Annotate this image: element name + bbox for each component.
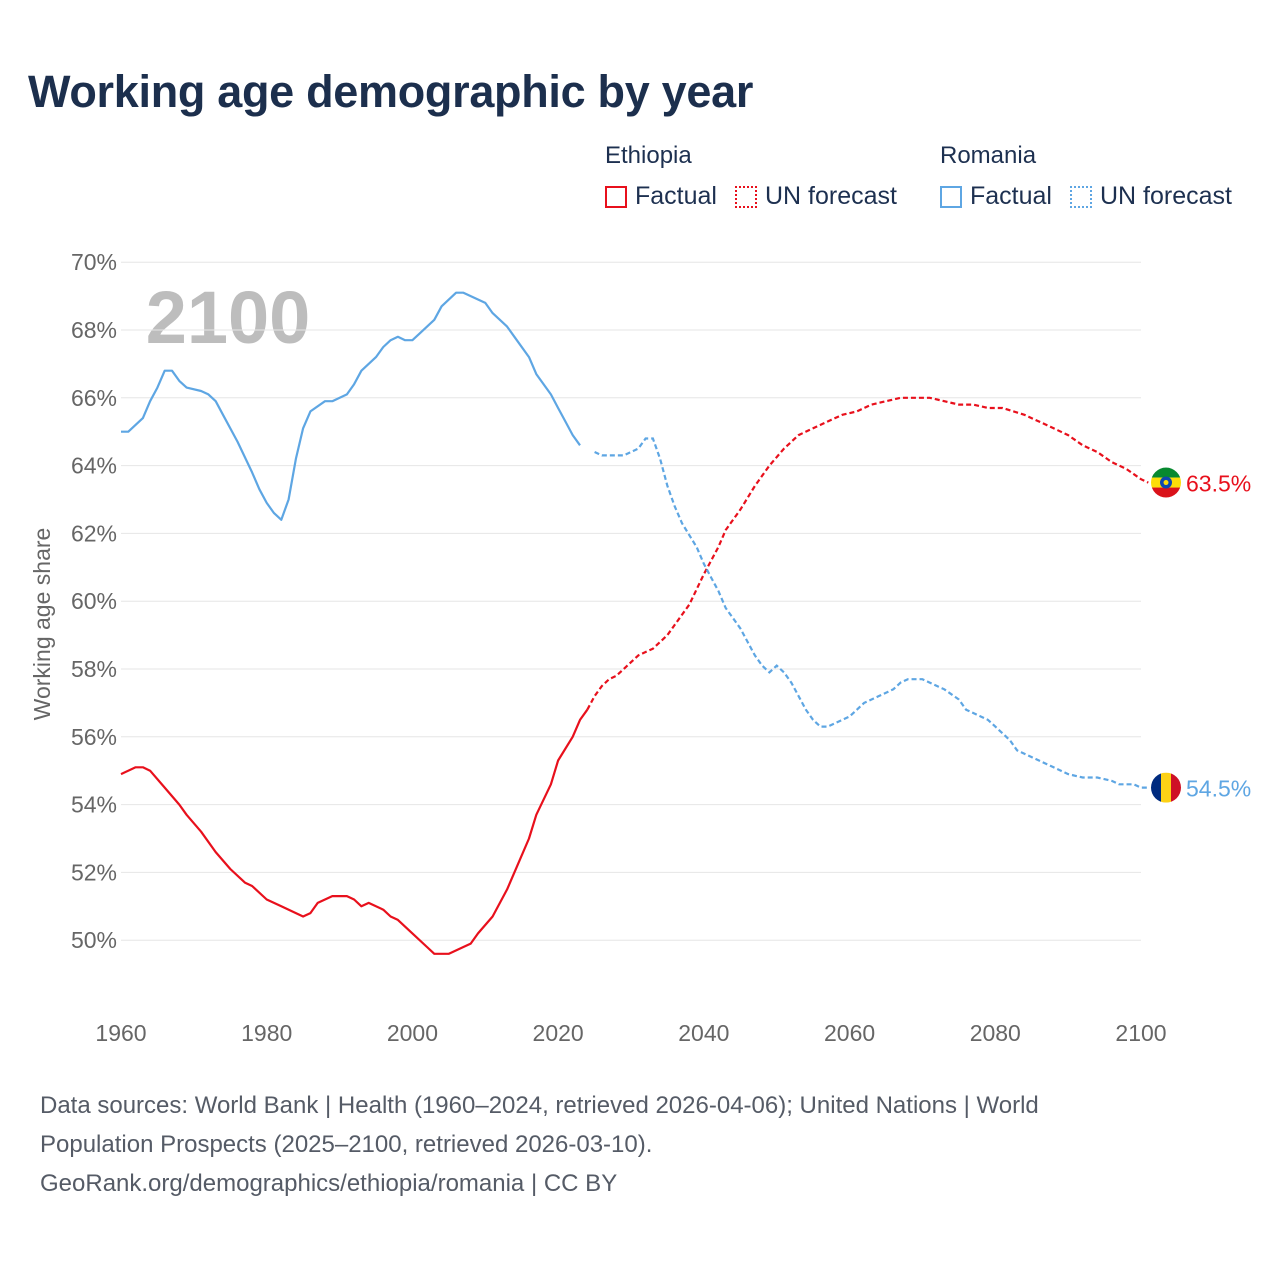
x-tick-label: 2080 — [970, 1020, 1021, 1046]
line-chart: 2100 50% 52% 54% 56% 58% 60% 62% 64% 66% 68% 70% 196… — [29, 249, 1251, 1046]
legend-country-romania: Romania — [940, 142, 1037, 169]
y-tick-label: 52% — [71, 859, 117, 885]
y-tick-label: 68% — [71, 317, 117, 343]
ethiopia-factual-swatch — [605, 185, 627, 208]
romania-end-label: 54.5% — [1186, 776, 1251, 802]
legend-romania-forecast-label: UN forecast — [1099, 182, 1232, 210]
y-tick-label: 64% — [71, 453, 117, 479]
page-title: Working age demographic by year — [28, 66, 754, 117]
x-tick-label: 2100 — [1115, 1020, 1166, 1046]
y-tick-label: 66% — [71, 385, 117, 411]
footer-credit[interactable]: GeoRank.org/demographics/ethiopia/romani… — [40, 1170, 618, 1197]
x-tick-label: 2000 — [387, 1020, 438, 1046]
romania-flag — [1151, 772, 1181, 803]
legend-ethiopia-factual-label: Factual — [635, 182, 717, 210]
legend-romania-factual[interactable]: Factual — [940, 182, 1052, 211]
ethiopia-factual-line — [120, 709, 589, 955]
y-tick-label: 62% — [71, 520, 117, 546]
footer-sources-line1: Data sources: World Bank | Health (1960–… — [40, 1092, 1039, 1119]
ethiopia-flag — [1151, 467, 1181, 498]
y-tick-label: 60% — [71, 588, 117, 614]
y-tick-label: 70% — [71, 249, 117, 275]
x-tick-label: 2040 — [678, 1020, 729, 1046]
footer: Data sources: World Bank | Health (1960–… — [40, 1086, 1180, 1203]
legend-ethiopia: Ethiopia Factual UN forecast — [605, 142, 897, 211]
y-tick-label: 50% — [71, 927, 117, 953]
x-tick-label: 1980 — [241, 1020, 292, 1046]
ethiopia-forecast-swatch — [734, 185, 757, 208]
x-tick-label: 2060 — [824, 1020, 875, 1046]
legend-ethiopia-forecast[interactable]: UN forecast — [734, 182, 897, 211]
legend-romania: Romania Factual UN forecast — [940, 142, 1232, 211]
y-tick-label: 58% — [71, 656, 117, 682]
legend-country-ethiopia: Ethiopia — [605, 142, 692, 169]
year-overlay: 2100 — [146, 276, 311, 359]
x-tick-label: 2020 — [533, 1020, 584, 1046]
romania-forecast-swatch — [1069, 185, 1092, 208]
legend-ethiopia-forecast-label: UN forecast — [764, 182, 897, 210]
y-axis-label: Working age share — [29, 528, 55, 721]
legend-romania-factual-label: Factual — [970, 182, 1052, 210]
legend-romania-forecast[interactable]: UN forecast — [1069, 182, 1232, 211]
footer-sources-line2: Population Prospects (2025–2100, retriev… — [40, 1131, 653, 1158]
x-tick-label: 1960 — [95, 1020, 146, 1046]
ethiopia-forecast-line — [586, 396, 1149, 711]
y-tick-label: 54% — [71, 792, 117, 818]
romania-forecast-line — [594, 437, 1149, 789]
legend-ethiopia-factual[interactable]: Factual — [605, 182, 717, 211]
y-tick-label: 56% — [71, 724, 117, 750]
romania-factual-line — [121, 291, 581, 521]
ethiopia-end-label: 63.5% — [1186, 471, 1251, 497]
romania-factual-swatch — [940, 185, 962, 208]
